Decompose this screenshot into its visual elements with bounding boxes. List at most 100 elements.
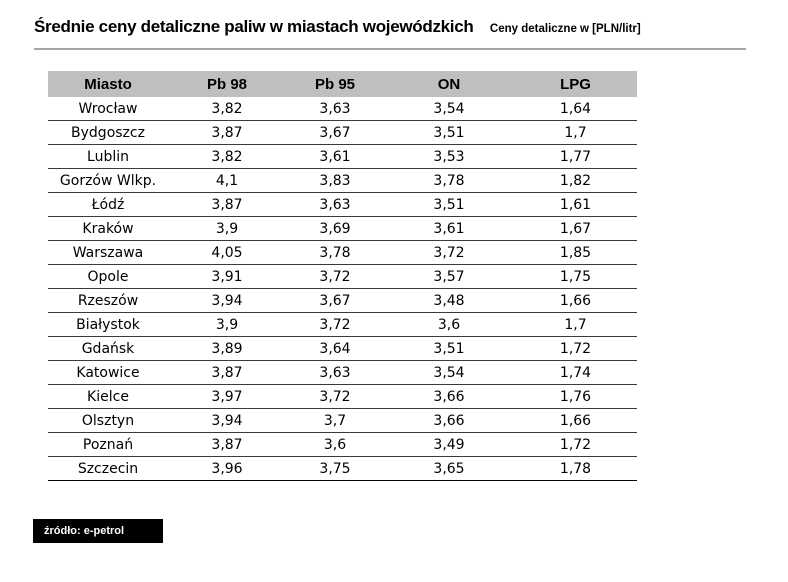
table-row: Olsztyn 3,94 3,7 3,66 1,66 xyxy=(48,408,637,433)
price-cell: 3,57 xyxy=(384,264,514,289)
price-cell: 3,87 xyxy=(168,360,286,385)
price-cell: 1,7 xyxy=(514,312,637,337)
price-cell: 3,67 xyxy=(286,120,384,145)
price-cell: 3,54 xyxy=(384,97,514,121)
price-cell: 3,94 xyxy=(168,288,286,313)
table-row: Warszawa 4,05 3,78 3,72 1,85 xyxy=(48,240,637,265)
price-cell: 3,72 xyxy=(384,240,514,265)
price-cell: 3,63 xyxy=(286,192,384,217)
table-row: Gdańsk 3,89 3,64 3,51 1,72 xyxy=(48,336,637,361)
price-cell: 1,75 xyxy=(514,264,637,289)
price-cell: 3,78 xyxy=(286,240,384,265)
chart-subtitle: Ceny detaliczne w [PLN/litr] xyxy=(489,23,641,35)
price-cell: 1,82 xyxy=(514,168,637,193)
price-cell: 1,77 xyxy=(514,144,637,169)
chart-title: Średnie ceny detaliczne paliw w miastach… xyxy=(34,17,474,36)
table-row: Opole 3,91 3,72 3,57 1,75 xyxy=(48,264,637,289)
price-cell: 3,87 xyxy=(168,120,286,145)
price-cell: 3,63 xyxy=(286,360,384,385)
price-cell: 3,66 xyxy=(384,408,514,433)
price-cell: 3,97 xyxy=(168,384,286,409)
city-cell: Bydgoszcz xyxy=(48,120,168,145)
price-cell: 3,51 xyxy=(384,120,514,145)
header-divider xyxy=(34,48,746,50)
price-cell: 3,51 xyxy=(384,192,514,217)
price-cell: 1,61 xyxy=(514,192,637,217)
price-cell: 3,82 xyxy=(168,97,286,121)
column-header: LPG xyxy=(514,71,637,97)
price-cell: 3,66 xyxy=(384,384,514,409)
table-row: Wrocław 3,82 3,63 3,54 1,64 xyxy=(48,97,637,121)
price-cell: 3,83 xyxy=(286,168,384,193)
fuel-price-table: Miasto Pb 98 Pb 95 ON LPG Wrocław 3,82 3,63 3,5… xyxy=(48,71,637,481)
column-header: Miasto xyxy=(48,71,168,97)
chart-header: Średnie ceny detaliczne paliw w miastach… xyxy=(34,17,746,37)
column-header: Pb 95 xyxy=(286,71,384,97)
price-cell: 3,9 xyxy=(168,216,286,241)
price-cell: 1,85 xyxy=(514,240,637,265)
column-header: ON xyxy=(384,71,514,97)
table-row: Białystok 3,9 3,72 3,6 1,7 xyxy=(48,312,637,337)
price-cell: 1,66 xyxy=(514,288,637,313)
price-cell: 3,82 xyxy=(168,144,286,169)
table-row: Lublin 3,82 3,61 3,53 1,77 xyxy=(48,144,637,169)
city-cell: Rzeszów xyxy=(48,288,168,313)
city-cell: Poznań xyxy=(48,432,168,457)
price-cell: 3,67 xyxy=(286,288,384,313)
table-header-row: Miasto Pb 98 Pb 95 ON LPG xyxy=(48,71,637,97)
price-cell: 3,72 xyxy=(286,264,384,289)
price-cell: 3,65 xyxy=(384,456,514,481)
price-cell: 3,87 xyxy=(168,192,286,217)
price-cell: 3,72 xyxy=(286,384,384,409)
city-cell: Olsztyn xyxy=(48,408,168,433)
table-row: Szczecin 3,96 3,75 3,65 1,78 xyxy=(48,456,637,481)
table-row: Gorzów Wlkp. 4,1 3,83 3,78 1,82 xyxy=(48,168,637,193)
price-cell: 3,64 xyxy=(286,336,384,361)
city-cell: Gorzów Wlkp. xyxy=(48,168,168,193)
price-cell: 1,64 xyxy=(514,97,637,121)
table-row: Kielce 3,97 3,72 3,66 1,76 xyxy=(48,384,637,409)
table-row: Katowice 3,87 3,63 3,54 1,74 xyxy=(48,360,637,385)
price-cell: 4,1 xyxy=(168,168,286,193)
price-cell: 1,7 xyxy=(514,120,637,145)
table-row: Łódź 3,87 3,63 3,51 1,61 xyxy=(48,192,637,217)
city-cell: Kielce xyxy=(48,384,168,409)
price-cell: 3,48 xyxy=(384,288,514,313)
price-cell: 1,66 xyxy=(514,408,637,433)
price-cell: 3,6 xyxy=(384,312,514,337)
column-header: Pb 98 xyxy=(168,71,286,97)
price-cell: 3,69 xyxy=(286,216,384,241)
price-cell: 3,91 xyxy=(168,264,286,289)
city-cell: Kraków xyxy=(48,216,168,241)
price-cell: 3,49 xyxy=(384,432,514,457)
price-cell: 3,61 xyxy=(384,216,514,241)
price-cell: 3,75 xyxy=(286,456,384,481)
price-cell: 3,53 xyxy=(384,144,514,169)
price-cell: 3,94 xyxy=(168,408,286,433)
city-cell: Opole xyxy=(48,264,168,289)
table-row: Poznań 3,87 3,6 3,49 1,72 xyxy=(48,432,637,457)
price-cell: 1,72 xyxy=(514,336,637,361)
city-cell: Lublin xyxy=(48,144,168,169)
price-cell: 3,87 xyxy=(168,432,286,457)
city-cell: Białystok xyxy=(48,312,168,337)
price-cell: 1,74 xyxy=(514,360,637,385)
table-row: Kraków 3,9 3,69 3,61 1,67 xyxy=(48,216,637,241)
city-cell: Katowice xyxy=(48,360,168,385)
price-cell: 3,72 xyxy=(286,312,384,337)
price-cell: 3,96 xyxy=(168,456,286,481)
city-cell: Łódź xyxy=(48,192,168,217)
price-cell: 1,67 xyxy=(514,216,637,241)
city-cell: Gdańsk xyxy=(48,336,168,361)
price-cell: 3,61 xyxy=(286,144,384,169)
table-row: Rzeszów 3,94 3,67 3,48 1,66 xyxy=(48,288,637,313)
price-cell: 1,72 xyxy=(514,432,637,457)
city-cell: Warszawa xyxy=(48,240,168,265)
table-body: Wrocław 3,82 3,63 3,54 1,64 Bydgoszcz 3,87 3,67… xyxy=(48,97,637,481)
city-cell: Wrocław xyxy=(48,97,168,121)
city-cell: Szczecin xyxy=(48,456,168,481)
source-label: źródło: e-petrol xyxy=(33,519,163,543)
price-cell: 3,89 xyxy=(168,336,286,361)
price-cell: 3,9 xyxy=(168,312,286,337)
price-cell: 3,7 xyxy=(286,408,384,433)
